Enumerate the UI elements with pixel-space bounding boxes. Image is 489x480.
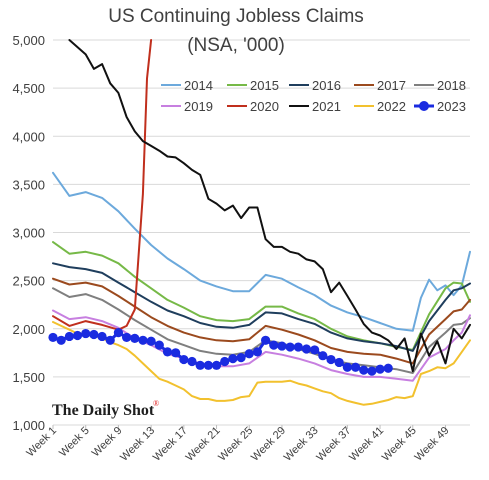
x-tick-label: Week 33 <box>282 425 321 464</box>
legend-label-2016: 2016 <box>312 78 341 93</box>
data-point-2023 <box>130 333 140 343</box>
gridlines <box>53 39 470 426</box>
data-point-2023 <box>383 363 393 373</box>
legend-label-2017: 2017 <box>377 78 406 93</box>
data-point-2023 <box>293 342 303 352</box>
y-tick-label: 2,000 <box>12 322 45 337</box>
data-point-2023 <box>105 335 115 345</box>
data-point-2023 <box>211 360 222 370</box>
y-tick-label: 4,500 <box>12 81 45 96</box>
series-line-2015 <box>52 241 471 351</box>
series-line-2020 <box>52 39 153 331</box>
y-tick-label: 3,500 <box>12 177 45 192</box>
brand-mark: ® <box>153 399 159 408</box>
y-tick-label: 1,000 <box>12 418 45 433</box>
data-point-2023 <box>252 347 263 357</box>
data-point-2023 <box>334 357 344 368</box>
data-point-2023 <box>310 345 320 355</box>
data-point-2023 <box>146 336 156 346</box>
data-point-2023 <box>203 360 213 370</box>
data-point-2023 <box>171 348 181 358</box>
x-tick-label: Week 29 <box>249 425 288 464</box>
data-point-2023 <box>228 353 238 364</box>
legend-label-2015: 2015 <box>250 78 279 93</box>
data-point-2023 <box>187 356 197 367</box>
x-tick-label: Week 25 <box>216 425 255 464</box>
x-tick-label: Week 49 <box>413 425 452 464</box>
brand-logo: The Daily Shot ® <box>52 399 159 419</box>
data-point-2023 <box>350 362 361 372</box>
legend-label-2019: 2019 <box>184 99 213 114</box>
y-tick-label: 2,500 <box>12 274 45 289</box>
data-point-2023 <box>56 335 66 345</box>
data-point-2023 <box>269 340 279 350</box>
data-point-2023 <box>89 329 99 340</box>
data-point-2023 <box>318 351 328 361</box>
series-line-2014 <box>52 171 471 332</box>
legend-label-2023: 2023 <box>437 99 466 114</box>
series-lines <box>48 39 471 406</box>
x-tick-label: Week 13 <box>118 425 157 464</box>
data-point-2023 <box>359 365 369 375</box>
legend-label-2018: 2018 <box>437 78 466 93</box>
series-line-2022 <box>52 321 471 406</box>
data-point-2023 <box>48 332 58 343</box>
data-point-2023 <box>154 340 164 350</box>
legend-label-2014: 2014 <box>184 78 213 93</box>
x-tick-label: Week 41 <box>347 425 386 464</box>
chart-title: US Continuing Jobless Claims <box>108 6 364 27</box>
data-point-2023 <box>64 331 74 342</box>
data-point-2023 <box>162 347 173 357</box>
legend-label-2020: 2020 <box>250 99 279 114</box>
data-point-2023 <box>244 349 254 359</box>
legend-label-2021: 2021 <box>312 99 341 114</box>
x-tick-label: Week 5 <box>57 425 92 460</box>
y-tick-label: 3,000 <box>12 226 45 241</box>
y-tick-label: 5,000 <box>12 33 45 48</box>
data-point-2023 <box>72 330 83 341</box>
data-point-2023 <box>113 328 124 338</box>
data-point-2023 <box>121 332 132 343</box>
data-point-2023 <box>220 356 230 367</box>
y-tick-label: 4,000 <box>12 129 45 144</box>
series-line-2017 <box>52 277 471 365</box>
chart-subtitle: (NSA, '000) <box>187 35 285 56</box>
data-point-2023 <box>277 341 287 351</box>
series-line-2021 <box>68 39 471 373</box>
brand-name: The Daily Shot <box>52 402 155 419</box>
data-point-2023 <box>195 360 205 370</box>
x-tick-label: Week 37 <box>314 425 353 464</box>
y-tick-label: 1,500 <box>12 370 45 385</box>
legend-marker-2023 <box>419 101 429 111</box>
data-point-2023 <box>285 342 295 352</box>
data-point-2023 <box>236 353 246 363</box>
data-point-2023 <box>375 364 385 374</box>
data-point-2023 <box>138 335 148 345</box>
x-tick-label: Week 17 <box>151 425 190 464</box>
data-point-2023 <box>81 328 91 339</box>
data-point-2023 <box>301 344 312 354</box>
data-point-2023 <box>179 354 189 365</box>
legend-label-2022: 2022 <box>377 99 406 114</box>
y-axis-ticks: 1,000 1,500 2,000 2,500 3,000 3,500 4,000 4,500… <box>12 33 45 433</box>
data-point-2023 <box>342 362 352 372</box>
data-point-2023 <box>367 366 377 376</box>
x-tick-label: Week 45 <box>380 425 419 464</box>
data-point-2023 <box>97 331 107 342</box>
data-point-2023 <box>326 354 336 365</box>
x-tick-label: Week 21 <box>184 425 223 464</box>
legend: 2014 2015 2016 2017 2018 2019 2020 2021 2022 2023 <box>161 78 466 114</box>
data-point-2023 <box>260 335 271 345</box>
